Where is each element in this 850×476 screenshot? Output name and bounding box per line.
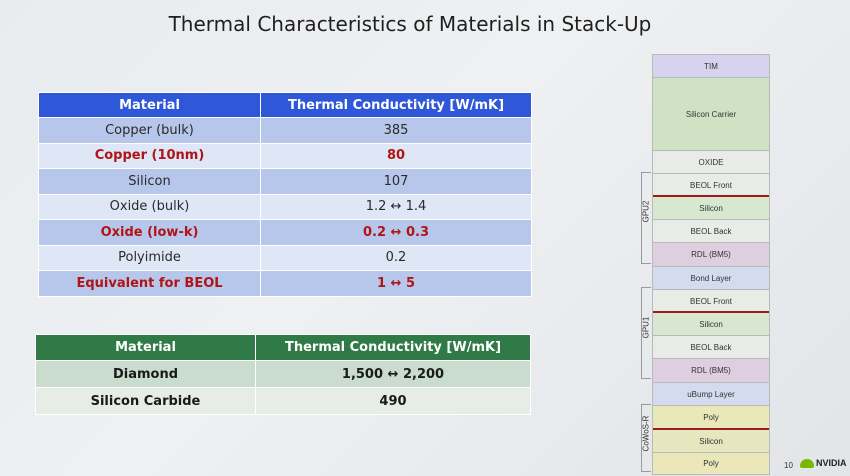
- material-cell: Oxide (bulk): [38, 193, 261, 220]
- table-header-row: Material Thermal Conductivity [W/mK]: [35, 334, 531, 361]
- stack-layer: Poly: [652, 405, 770, 430]
- cowos-bracket: [641, 404, 651, 472]
- header-material: Material: [38, 92, 261, 118]
- header-material: Material: [35, 334, 256, 361]
- material-cell: Silicon Carbide: [35, 387, 256, 415]
- material-cell: Equivalent for BEOL: [38, 270, 261, 297]
- table-row: Oxide (low-k) 0.2 ↔ 0.3: [38, 219, 532, 246]
- material-cell: Copper (bulk): [38, 117, 261, 144]
- page-number: 10: [784, 461, 793, 470]
- brand-name: NVIDIA: [816, 458, 847, 468]
- value-cell: 107: [260, 168, 532, 195]
- material-cell: Polyimide: [38, 244, 261, 271]
- gpu2-label: GPU2: [641, 200, 651, 223]
- value-cell: 0.2: [260, 244, 532, 271]
- header-conductivity: Thermal Conductivity [W/mK]: [260, 92, 532, 118]
- table-row: Copper (10nm) 80: [38, 142, 532, 169]
- cowos-label: CoWoS-R: [641, 415, 651, 452]
- table-row: Diamond 1,500 ↔ 2,200: [35, 360, 531, 388]
- table-row: Copper (bulk) 385: [38, 117, 532, 144]
- material-cell: Oxide (low-k): [38, 219, 261, 246]
- value-cell: 1,500 ↔ 2,200: [255, 360, 531, 388]
- stack-layer: Silicon: [652, 312, 770, 335]
- nvidia-logo: NVIDIA: [800, 458, 847, 468]
- slide-title: Thermal Characteristics of Materials in …: [168, 12, 652, 36]
- stack-layer: BEOL Back: [652, 335, 770, 358]
- substrate-conductivity-table: Material Thermal Conductivity [W/mK] Dia…: [35, 334, 531, 415]
- value-cell: 80: [260, 142, 532, 169]
- value-cell: 490: [255, 387, 531, 415]
- material-cell: Copper (10nm): [38, 142, 261, 169]
- stack-layer: Silicon: [652, 429, 770, 452]
- stack-layer: Silicon Carrier: [652, 77, 770, 150]
- gpu1-bracket: [641, 287, 651, 379]
- value-cell: 385: [260, 117, 532, 144]
- stack-layer: RDL (BM5): [652, 358, 770, 382]
- value-cell: 1.2 ↔ 1.4: [260, 193, 532, 220]
- table-row: Polyimide 0.2: [38, 244, 532, 271]
- value-cell: 0.2 ↔ 0.3: [260, 219, 532, 246]
- material-cell: Silicon: [38, 168, 261, 195]
- value-cell: 1 ↔ 5: [260, 270, 532, 297]
- stack-layer: BEOL Front: [652, 289, 770, 313]
- header-conductivity: Thermal Conductivity [W/mK]: [255, 334, 531, 361]
- stack-layer: BEOL Front: [652, 173, 770, 197]
- gpu2-bracket: [641, 172, 651, 264]
- stack-layer: TIM: [652, 54, 770, 77]
- stackup-diagram: TIM Silicon Carrier OXIDE BEOL Front Sil…: [652, 54, 770, 475]
- stack-layer: Poly: [652, 452, 770, 475]
- conductivity-table: Material Thermal Conductivity [W/mK] Cop…: [38, 92, 532, 297]
- gpu1-label: GPU1: [641, 316, 651, 339]
- stack-layer: Bond Layer: [652, 266, 770, 289]
- stack-layer: Silicon: [652, 196, 770, 219]
- table-row: Equivalent for BEOL 1 ↔ 5: [38, 270, 532, 297]
- nvidia-eye-icon: [800, 458, 814, 468]
- material-cell: Diamond: [35, 360, 256, 388]
- stack-layer: BEOL Back: [652, 219, 770, 242]
- stack-layer: RDL (BM5): [652, 242, 770, 266]
- table-row: Silicon 107: [38, 168, 532, 195]
- table-row: Silicon Carbide 490: [35, 387, 531, 415]
- stack-layer: uBump Layer: [652, 382, 770, 405]
- stack-layer: OXIDE: [652, 150, 770, 173]
- table-header-row: Material Thermal Conductivity [W/mK]: [38, 92, 532, 118]
- table-row: Oxide (bulk) 1.2 ↔ 1.4: [38, 193, 532, 220]
